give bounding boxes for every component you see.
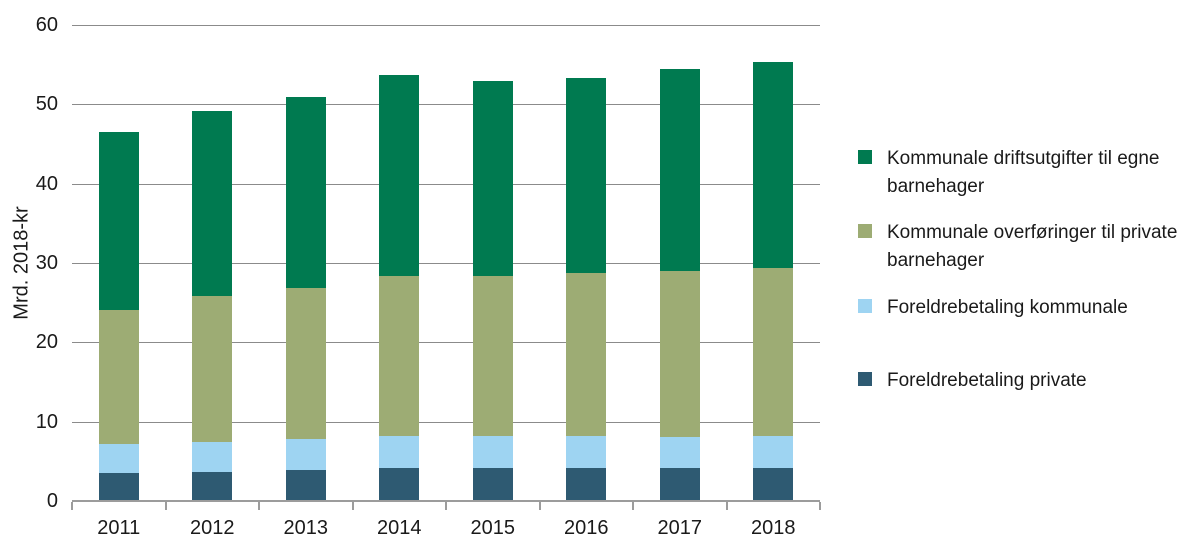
bar-segment bbox=[566, 273, 607, 436]
bar-stack-2016 bbox=[566, 78, 607, 501]
bar-stack-2011 bbox=[98, 132, 139, 501]
bar-cell-2017: 2017 bbox=[633, 25, 727, 539]
legend-item: Kommunale driftsutgifter til egne barneh… bbox=[858, 145, 1195, 201]
x-category-label-2016: 2016 bbox=[564, 517, 609, 539]
bar-segment bbox=[379, 468, 420, 501]
bar-cell-2012: 2012 bbox=[166, 25, 260, 539]
gridline-50 bbox=[72, 104, 820, 106]
bar-segment bbox=[285, 287, 326, 440]
x-category-label-2014: 2014 bbox=[377, 517, 422, 539]
bar-cell-2013: 2013 bbox=[259, 25, 353, 539]
legend-swatch-icon bbox=[858, 299, 872, 313]
x-category-label-2017: 2017 bbox=[657, 517, 703, 539]
y-tick-label-40: 40 bbox=[35, 172, 58, 195]
legend-label: Foreldrebetaling private bbox=[887, 370, 1087, 391]
bar-segment bbox=[192, 296, 233, 442]
legend-swatch-icon bbox=[858, 150, 872, 164]
bar-segment bbox=[659, 468, 700, 501]
gridline-60 bbox=[72, 25, 820, 26]
gridline-30 bbox=[72, 263, 820, 264]
legend-label: Kommunale overføringer til private barne… bbox=[887, 222, 1178, 271]
legend-swatch-icon bbox=[858, 372, 872, 386]
bar-stack-2018 bbox=[753, 61, 794, 501]
y-tick-label-10: 10 bbox=[35, 410, 58, 433]
legend-swatch-icon bbox=[858, 224, 872, 238]
x-axis-tick bbox=[351, 502, 354, 510]
x-axis-line bbox=[72, 500, 820, 502]
bar-segment bbox=[659, 270, 700, 437]
x-axis-tick bbox=[725, 502, 728, 510]
bar-stack-2012 bbox=[192, 110, 233, 501]
x-axis-tick bbox=[538, 502, 541, 510]
y-tick-label-20: 20 bbox=[35, 331, 58, 354]
y-axis-tick-labels: 0 10 20 30 40 50 60 bbox=[0, 0, 58, 560]
bar-segment bbox=[285, 97, 326, 288]
x-axis-tick bbox=[164, 502, 167, 510]
plot-area: 2011 2012 2013 2014 2015 2016 2017 2018 bbox=[71, 25, 821, 539]
x-axis-tick bbox=[71, 502, 73, 510]
bar-cell-2014: 2014 bbox=[353, 25, 447, 539]
gridline-20 bbox=[72, 342, 820, 344]
gridline-10 bbox=[72, 421, 820, 423]
bar-stack-2015 bbox=[472, 80, 513, 501]
x-axis-tick bbox=[819, 502, 821, 510]
bar-segment bbox=[566, 467, 607, 501]
x-category-label-2013: 2013 bbox=[283, 517, 329, 539]
bar-stack-2017 bbox=[659, 69, 700, 501]
x-axis-tick bbox=[632, 502, 634, 510]
x-category-label-2018: 2018 bbox=[751, 517, 796, 539]
bars-row: 2011 2012 2013 2014 2015 2016 2017 2018 bbox=[72, 25, 821, 539]
x-category-label-2012: 2012 bbox=[190, 517, 235, 539]
bar-cell-2016: 2016 bbox=[540, 25, 634, 539]
bar-segment bbox=[192, 472, 233, 501]
bar-stack-2013 bbox=[285, 97, 326, 501]
bar-segment bbox=[566, 78, 607, 274]
bar-segment bbox=[659, 69, 700, 271]
bar-segment bbox=[753, 267, 794, 436]
bar-segment bbox=[379, 435, 420, 469]
bar-cell-2018: 2018 bbox=[727, 25, 821, 539]
y-tick-label-60: 60 bbox=[35, 14, 58, 36]
bar-segment bbox=[192, 441, 233, 473]
bar-segment bbox=[98, 443, 139, 474]
legend-label: Foreldrebetaling kommunale bbox=[887, 297, 1128, 318]
bar-segment bbox=[472, 467, 513, 501]
legend-item: Foreldrebetaling kommunale bbox=[858, 294, 1195, 322]
bar-segment bbox=[472, 435, 513, 468]
x-axis-tick bbox=[445, 502, 447, 510]
bar-segment bbox=[98, 309, 139, 444]
bar-segment bbox=[659, 436, 700, 469]
legend-item: Foreldrebetaling private bbox=[858, 367, 1195, 395]
bar-segment bbox=[192, 110, 233, 297]
bar-segment bbox=[379, 75, 420, 276]
x-category-label-2011: 2011 bbox=[97, 517, 141, 539]
bar-segment bbox=[285, 470, 326, 501]
x-axis-tick bbox=[258, 502, 260, 510]
bar-segment bbox=[753, 435, 794, 468]
y-tick-label-30: 30 bbox=[35, 252, 58, 274]
bar-segment bbox=[285, 439, 326, 471]
bar-segment bbox=[753, 467, 794, 501]
bar-segment bbox=[472, 80, 513, 276]
bar-stack-2014 bbox=[379, 75, 420, 501]
legend-label: Kommunale driftsutgifter til egne barneh… bbox=[887, 148, 1160, 197]
bar-segment bbox=[753, 61, 794, 268]
bar-segment bbox=[566, 435, 607, 468]
x-category-label-2015: 2015 bbox=[470, 517, 516, 539]
y-tick-label-0: 0 bbox=[46, 490, 58, 512]
bar-cell-2015: 2015 bbox=[446, 25, 540, 539]
gridline-40 bbox=[72, 183, 820, 185]
bar-segment bbox=[472, 275, 513, 436]
legend-item: Kommunale overføringer til private barne… bbox=[858, 219, 1195, 275]
bar-segment bbox=[98, 473, 139, 501]
bar-cell-2011: 2011 bbox=[72, 25, 166, 539]
bar-segment bbox=[98, 132, 139, 310]
y-tick-label-50: 50 bbox=[35, 93, 58, 116]
bar-segment bbox=[379, 275, 420, 436]
